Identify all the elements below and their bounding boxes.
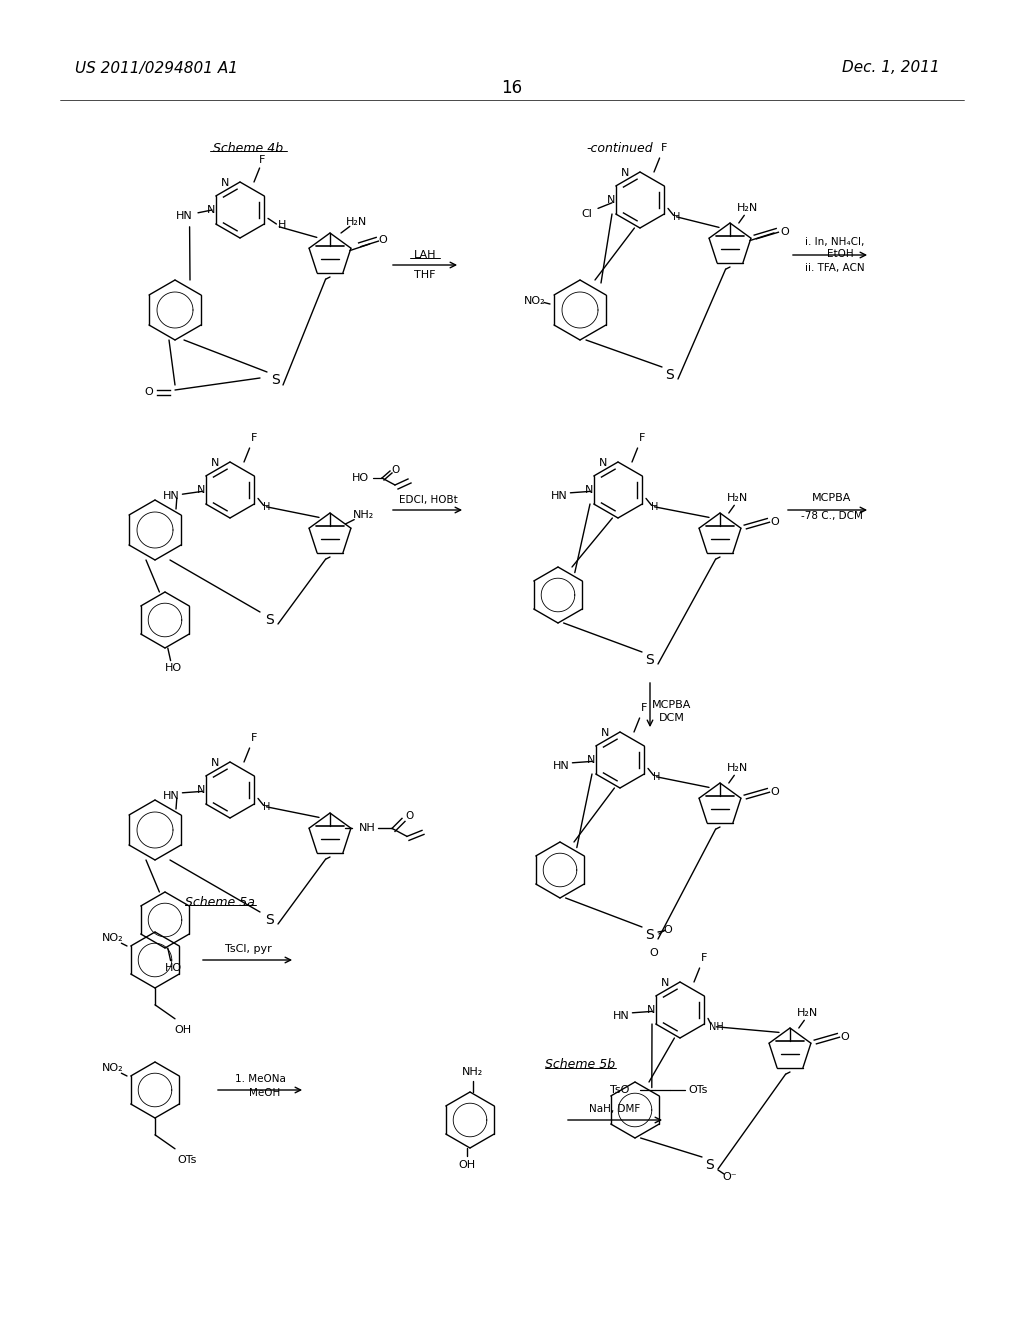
Text: F: F xyxy=(251,433,257,444)
Text: TsCl, pyr: TsCl, pyr xyxy=(224,944,271,954)
Text: N: N xyxy=(622,169,630,178)
Text: MCPBA: MCPBA xyxy=(652,700,691,710)
Text: NH₂: NH₂ xyxy=(352,511,374,520)
Text: S: S xyxy=(645,653,654,667)
Text: HN: HN xyxy=(163,491,179,500)
Text: F: F xyxy=(251,733,257,743)
Text: S: S xyxy=(645,928,654,942)
Text: N: N xyxy=(211,759,219,768)
Text: HN: HN xyxy=(163,791,179,801)
Text: i. In, NH₄Cl,: i. In, NH₄Cl, xyxy=(805,238,864,247)
Text: H: H xyxy=(650,502,658,512)
Text: 16: 16 xyxy=(502,79,522,96)
Text: OTs: OTs xyxy=(177,1155,197,1166)
Text: H₂N: H₂N xyxy=(727,763,749,772)
Text: OH: OH xyxy=(459,1160,476,1170)
Text: 1. MeONa: 1. MeONa xyxy=(234,1074,286,1084)
Text: N: N xyxy=(221,178,229,189)
Text: HO: HO xyxy=(351,473,369,483)
Text: F: F xyxy=(641,704,647,713)
Text: NH: NH xyxy=(709,1022,724,1032)
Text: HN: HN xyxy=(612,1011,630,1020)
Text: Scheme 5b: Scheme 5b xyxy=(545,1059,615,1072)
Text: F: F xyxy=(660,143,667,153)
Text: NaH, DMF: NaH, DMF xyxy=(590,1104,641,1114)
Text: O: O xyxy=(379,235,387,244)
Text: MeOH: MeOH xyxy=(250,1088,281,1098)
Text: O: O xyxy=(771,787,779,797)
Text: H₂N: H₂N xyxy=(346,216,367,227)
Text: F: F xyxy=(639,433,645,444)
Text: NO₂: NO₂ xyxy=(102,1063,124,1073)
Text: F: F xyxy=(259,154,265,165)
Text: US 2011/0294801 A1: US 2011/0294801 A1 xyxy=(75,61,238,75)
Text: O: O xyxy=(780,227,790,236)
Text: H₂N: H₂N xyxy=(737,202,758,213)
Text: S: S xyxy=(265,913,274,927)
Text: H: H xyxy=(263,502,270,512)
Text: EtOH: EtOH xyxy=(826,249,853,259)
Text: H: H xyxy=(652,772,660,781)
Text: N: N xyxy=(607,195,615,205)
Text: LAH: LAH xyxy=(414,249,436,260)
Text: Scheme 4b: Scheme 4b xyxy=(213,141,283,154)
Text: O⁻: O⁻ xyxy=(723,1172,737,1181)
Text: ii. TFA, ACN: ii. TFA, ACN xyxy=(805,263,865,273)
Text: HO: HO xyxy=(165,962,182,973)
Text: O: O xyxy=(649,948,658,958)
Text: NH₂: NH₂ xyxy=(462,1068,483,1077)
Text: O: O xyxy=(771,517,779,527)
Text: N: N xyxy=(211,458,219,469)
Text: NO₂: NO₂ xyxy=(524,296,546,306)
Text: S: S xyxy=(666,368,675,381)
Text: H: H xyxy=(673,211,680,222)
Text: N: N xyxy=(647,1005,655,1015)
Text: HN: HN xyxy=(176,211,193,220)
Text: NH: NH xyxy=(358,824,376,833)
Text: HO: HO xyxy=(165,663,182,673)
Text: Dec. 1, 2011: Dec. 1, 2011 xyxy=(843,61,940,75)
Text: -78 C., DCM: -78 C., DCM xyxy=(801,511,863,521)
Text: -continued: -continued xyxy=(587,141,653,154)
Text: HN: HN xyxy=(553,760,569,771)
Text: O: O xyxy=(841,1032,849,1041)
Text: HN: HN xyxy=(551,491,567,500)
Text: N: N xyxy=(587,755,596,766)
Text: MCPBA: MCPBA xyxy=(812,492,852,503)
Text: O: O xyxy=(392,465,400,475)
Text: O: O xyxy=(406,812,414,821)
Text: THF: THF xyxy=(415,271,436,280)
Text: OTs: OTs xyxy=(688,1085,708,1096)
Text: NO₂: NO₂ xyxy=(102,933,124,942)
Text: N: N xyxy=(662,978,670,989)
Text: H₂N: H₂N xyxy=(797,1007,818,1018)
Text: N: N xyxy=(601,729,609,738)
Text: N: N xyxy=(198,785,206,795)
Text: H: H xyxy=(263,801,270,812)
Text: S: S xyxy=(265,612,274,627)
Text: N: N xyxy=(207,205,216,215)
Text: S: S xyxy=(706,1158,715,1172)
Text: F: F xyxy=(700,953,707,964)
Text: OH: OH xyxy=(174,1026,191,1035)
Text: H₂N: H₂N xyxy=(727,492,749,503)
Text: DCM: DCM xyxy=(659,713,685,723)
Text: O: O xyxy=(144,387,154,397)
Text: S: S xyxy=(270,374,280,387)
Text: N: N xyxy=(586,484,594,495)
Text: EDCI, HOBt: EDCI, HOBt xyxy=(398,495,458,506)
Text: H: H xyxy=(278,220,286,231)
Text: N: N xyxy=(599,458,607,469)
Text: Cl: Cl xyxy=(582,209,592,219)
Text: TsO: TsO xyxy=(610,1085,630,1096)
Text: N: N xyxy=(198,484,206,495)
Text: Scheme 5a: Scheme 5a xyxy=(185,895,255,908)
Text: O: O xyxy=(664,925,673,935)
